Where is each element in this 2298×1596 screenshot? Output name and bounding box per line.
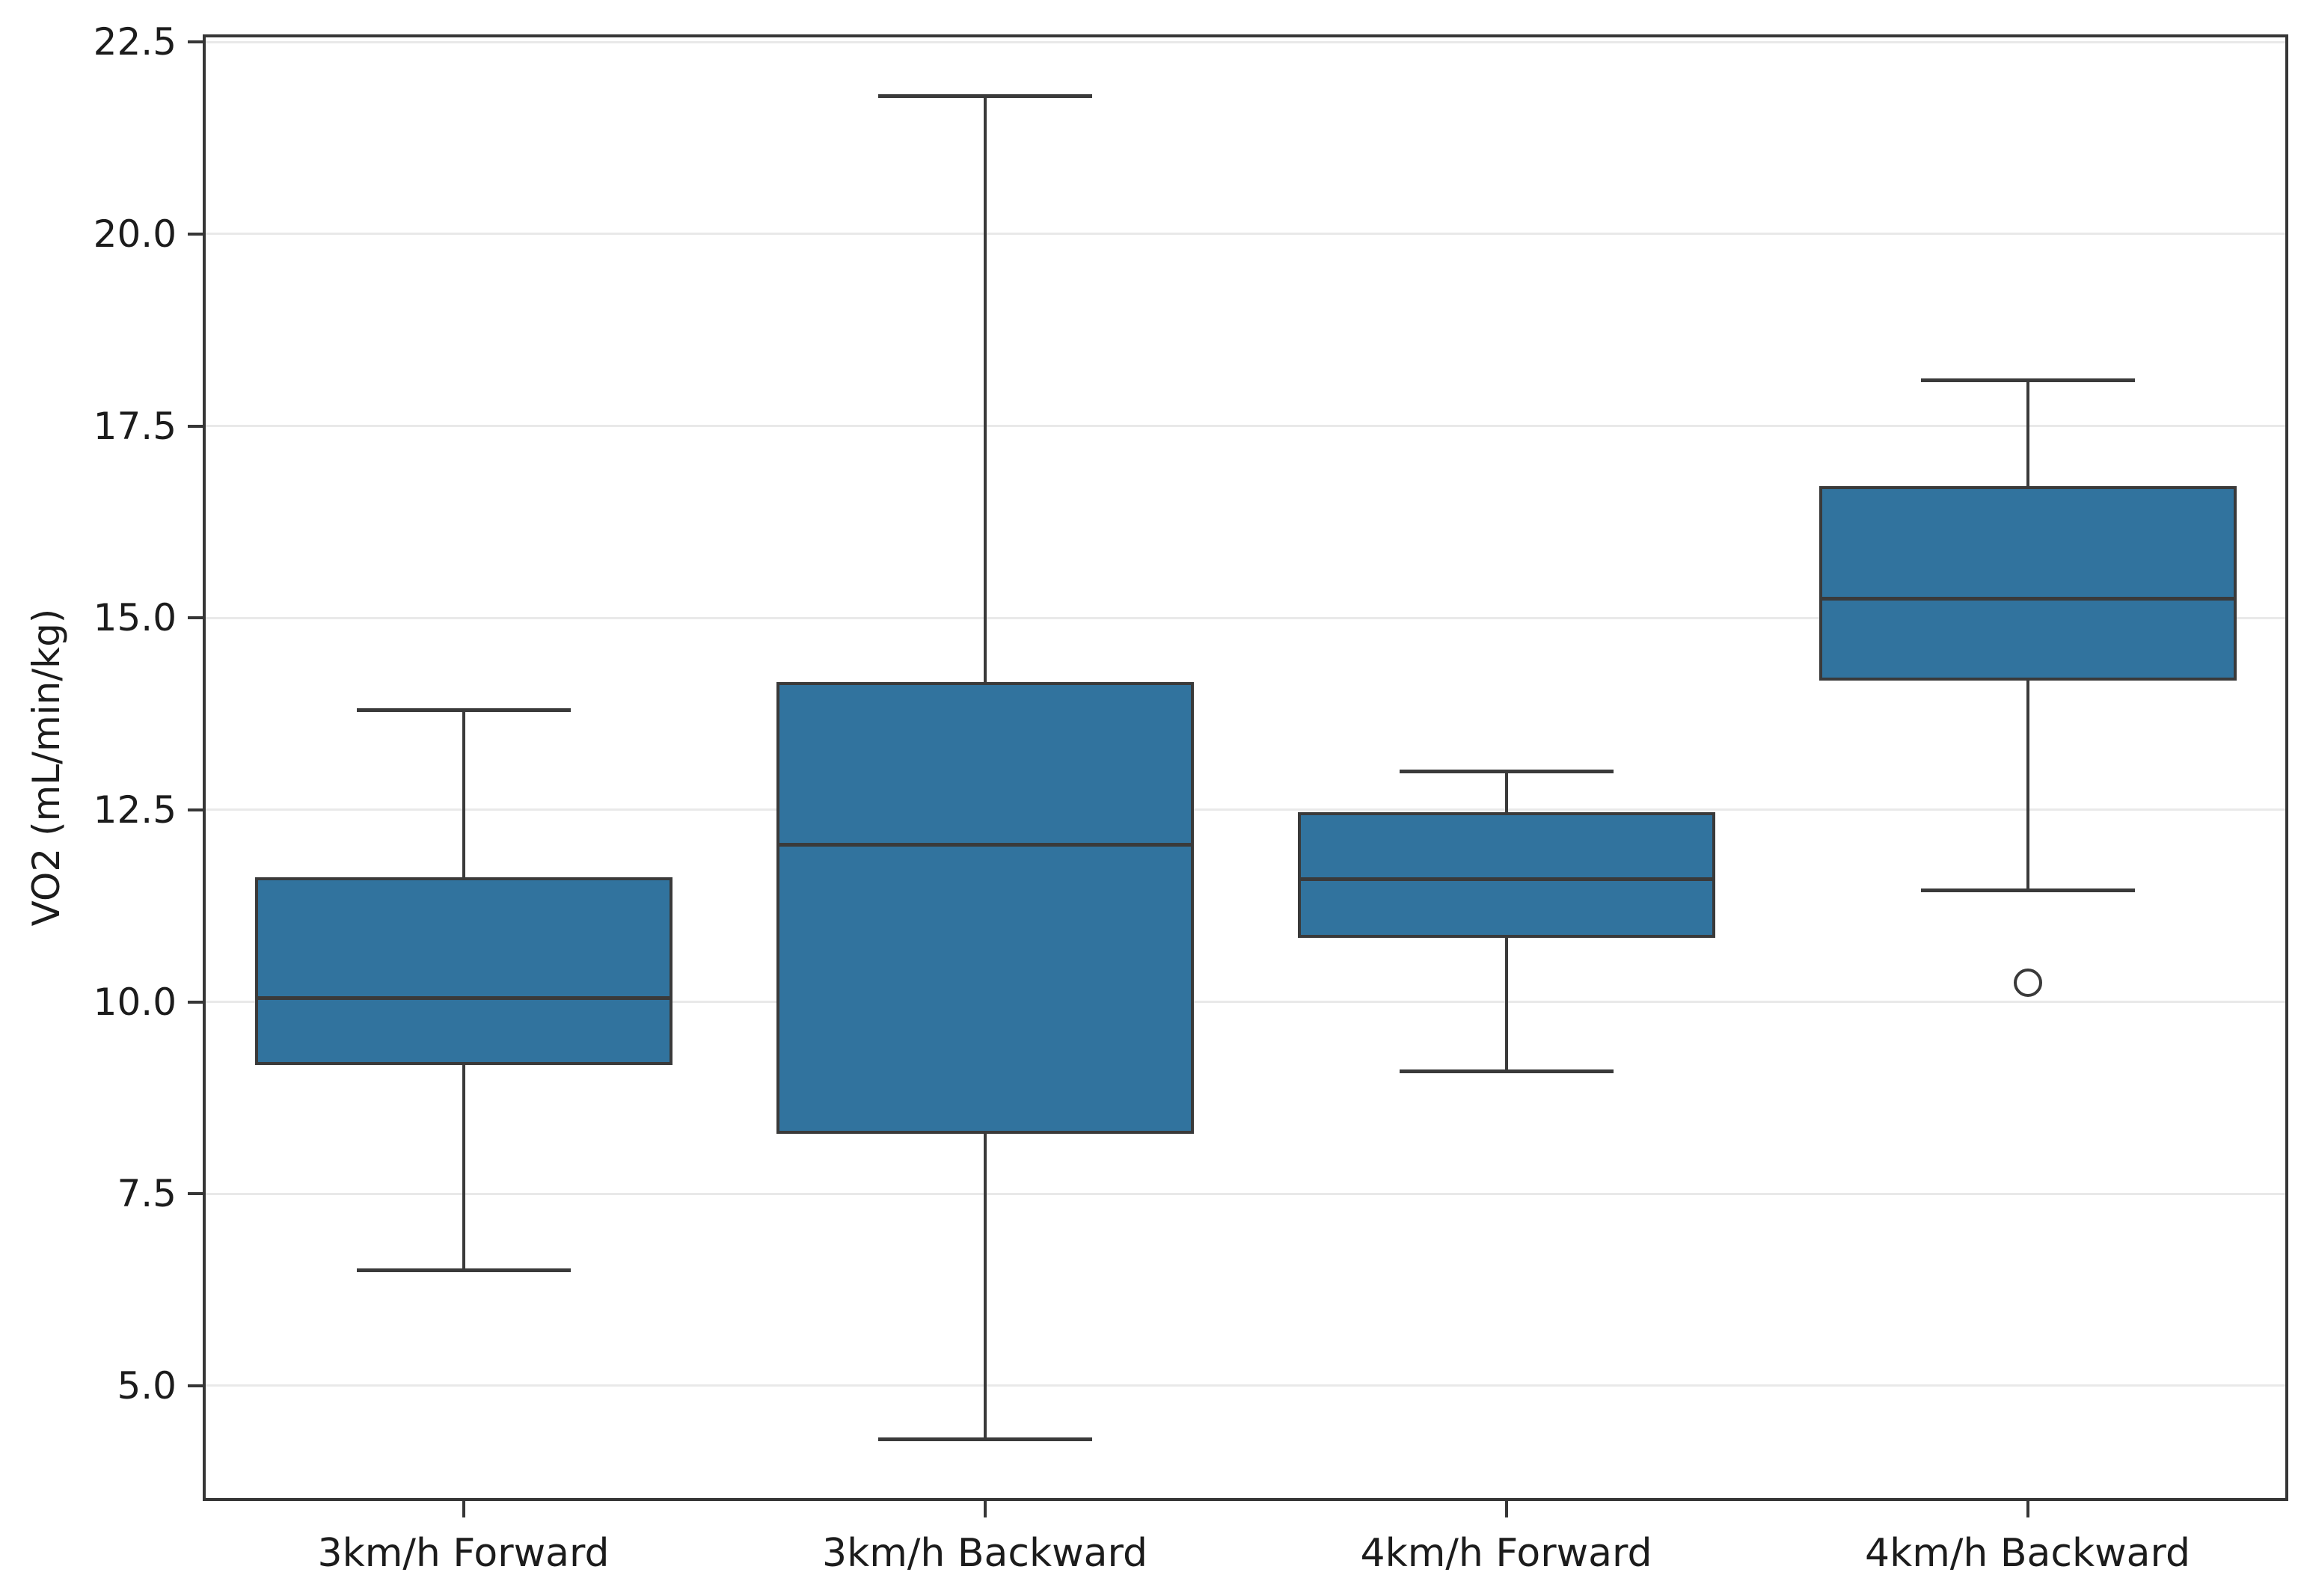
box-4km-h-forward	[1297, 812, 1715, 939]
whisker-lower-4km-h-forward	[1504, 936, 1508, 1072]
x-tick-label-4km-h-forward: 4km/h Forward	[1360, 1531, 1652, 1576]
y-tick-7.5	[188, 1192, 203, 1196]
x-tick-label-3km-h-backward: 3km/h Backward	[822, 1531, 1148, 1576]
y-tick-label-15: 15.0	[93, 596, 177, 640]
y-tick-label-5: 5.0	[117, 1363, 177, 1408]
whisker-cap-top-4km-h-forward	[1399, 770, 1614, 774]
whisker-cap-bottom-3km-h-backward	[877, 1437, 1092, 1442]
whisker-upper-4km-h-backward	[2026, 380, 2029, 488]
y-tick-5	[188, 1384, 203, 1387]
y-tick-17.5	[188, 424, 203, 428]
outlier-4km-h-backward-0	[2013, 968, 2042, 997]
gridline-20	[203, 233, 2288, 236]
whisker-upper-3km-h-backward	[983, 96, 987, 684]
whisker-lower-4km-h-backward	[2026, 679, 2029, 891]
gridline-12.5	[203, 808, 2288, 811]
y-axis-title: VO2 (mL/min/kg)	[25, 608, 68, 927]
gridline-22.5	[203, 40, 2288, 43]
gridline-5	[203, 1384, 2288, 1387]
x-tick-3km-h-backward	[983, 1501, 987, 1517]
gridline-15	[203, 616, 2288, 619]
y-tick-label-10: 10.0	[93, 980, 177, 1024]
whisker-lower-3km-h-backward	[983, 1132, 987, 1440]
y-tick-label-12.5: 12.5	[93, 788, 177, 832]
whisker-cap-top-4km-h-backward	[1920, 378, 2135, 382]
whisker-upper-3km-h-forward	[462, 710, 465, 880]
box-4km-h-backward	[1819, 485, 2237, 681]
x-tick-label-3km-h-forward: 3km/h Forward	[317, 1531, 610, 1576]
y-tick-label-20: 20.0	[93, 212, 177, 256]
y-tick-label-22.5: 22.5	[93, 20, 177, 64]
median-4km-h-backward	[1821, 597, 2234, 601]
gridline-7.5	[203, 1192, 2288, 1195]
box-3km-h-forward	[254, 877, 672, 1065]
box-3km-h-backward	[776, 681, 1194, 1135]
y-tick-22.5	[188, 40, 203, 44]
whisker-cap-top-3km-h-backward	[877, 93, 1092, 98]
median-3km-h-forward	[257, 996, 670, 1000]
y-tick-label-7.5: 7.5	[117, 1172, 177, 1216]
y-tick-20	[188, 232, 203, 236]
y-tick-label-17.5: 17.5	[93, 404, 177, 448]
y-tick-10	[188, 1000, 203, 1004]
median-4km-h-forward	[1300, 877, 1712, 881]
y-tick-15	[188, 616, 203, 620]
whisker-cap-top-3km-h-forward	[356, 708, 571, 712]
x-tick-label-4km-h-backward: 4km/h Backward	[1865, 1531, 2190, 1576]
x-tick-4km-h-backward	[2026, 1501, 2029, 1517]
whisker-cap-bottom-4km-h-backward	[1920, 888, 2135, 893]
whisker-cap-bottom-3km-h-forward	[356, 1268, 571, 1273]
y-tick-12.5	[188, 808, 203, 811]
median-3km-h-backward	[779, 842, 1191, 847]
gridline-17.5	[203, 425, 2288, 428]
whisker-upper-4km-h-forward	[1504, 771, 1508, 814]
whisker-cap-bottom-4km-h-forward	[1399, 1069, 1614, 1073]
x-tick-4km-h-forward	[1504, 1501, 1508, 1517]
x-tick-3km-h-forward	[462, 1501, 465, 1517]
whisker-lower-3km-h-forward	[462, 1063, 465, 1271]
gridline-10	[203, 1001, 2288, 1004]
